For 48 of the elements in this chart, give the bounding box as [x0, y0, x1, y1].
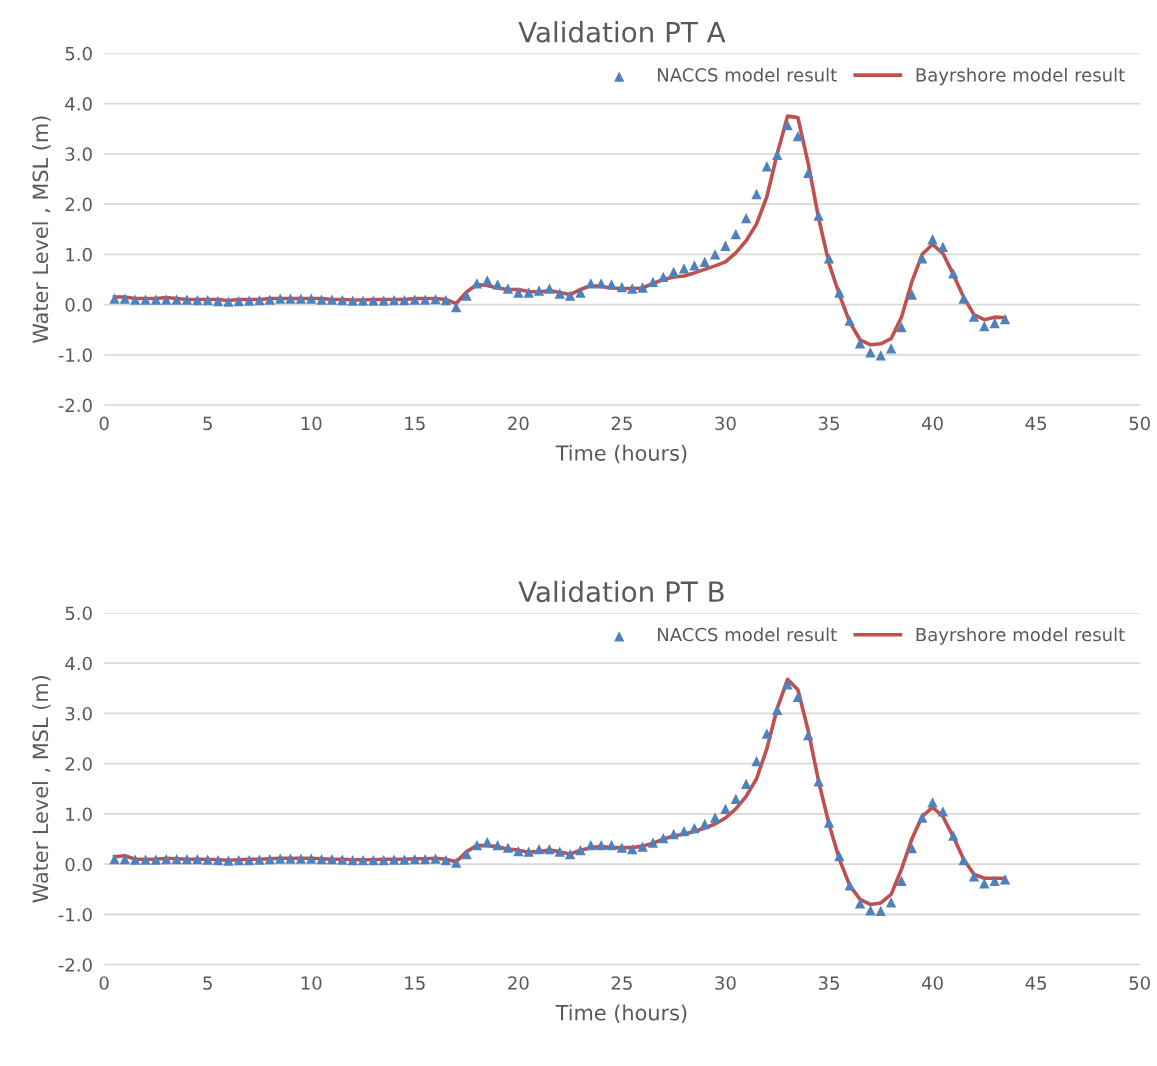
- x-tick-label: 20: [508, 416, 529, 431]
- y-tick-label: 4.0: [65, 97, 92, 111]
- x-axis-title: Time (hours): [555, 444, 687, 464]
- y-tick-label: 2.0: [65, 197, 92, 212]
- y-tick-label: 0.0: [65, 298, 92, 312]
- y-tick-label: 1.0: [66, 807, 92, 822]
- y-tick-label: 3.0: [65, 706, 92, 721]
- chart-title: Validation PT A: [518, 21, 726, 43]
- x-tick-label: 20: [508, 976, 529, 990]
- x-tick-label: 10: [301, 976, 322, 990]
- x-tick-label: 5: [203, 416, 212, 431]
- x-tick-label: 30: [715, 416, 736, 431]
- y-tick-label: 5.0: [65, 606, 92, 621]
- y-tick-label: -1.0: [58, 348, 92, 362]
- y-tick-label: 0.0: [65, 857, 92, 872]
- x-tick-label: 30: [715, 976, 736, 990]
- y-tick-label: 4.0: [65, 656, 92, 671]
- y-axis-title: Water Level , MSL (m): [32, 116, 51, 344]
- legend-label: NACCS model result: [657, 627, 837, 642]
- x-tick-label: 50: [1129, 416, 1150, 431]
- y-tick-label: -1.0: [58, 907, 92, 922]
- x-tick-label: 0: [99, 976, 109, 990]
- legend-label: Bayrshore model result: [916, 627, 1125, 645]
- x-tick-label: 15: [405, 416, 425, 431]
- y-axis-title: Water Level , MSL (m): [32, 676, 51, 903]
- x-tick-label: 0: [99, 416, 109, 431]
- x-tick-label: 25: [611, 416, 632, 431]
- y-tick-label: -2.0: [58, 398, 92, 413]
- x-tick-label: 10: [301, 416, 322, 431]
- x-tick-label: 45: [1025, 976, 1046, 990]
- x-tick-label: 5: [203, 976, 212, 990]
- x-tick-label: 15: [405, 976, 425, 990]
- x-tick-label: 35: [818, 416, 839, 431]
- legend-label: Bayrshore model result: [916, 67, 1125, 86]
- x-tick-label: 40: [921, 976, 943, 990]
- x-tick-label: 50: [1129, 976, 1150, 990]
- x-tick-label: 40: [921, 416, 943, 431]
- y-tick-label: 2.0: [65, 757, 92, 771]
- x-axis-title: Time (hours): [555, 1004, 687, 1023]
- chart-title: Validation PT B: [518, 580, 724, 603]
- y-tick-label: 3.0: [65, 147, 92, 161]
- x-tick-label: 35: [818, 976, 839, 990]
- x-tick-label: 25: [611, 976, 632, 990]
- y-tick-label: 5.0: [65, 46, 92, 61]
- legend-label: NACCS model result: [657, 67, 837, 82]
- y-tick-label: 1.0: [66, 247, 92, 262]
- x-tick-label: 45: [1025, 416, 1046, 431]
- y-tick-label: -2.0: [58, 958, 92, 972]
